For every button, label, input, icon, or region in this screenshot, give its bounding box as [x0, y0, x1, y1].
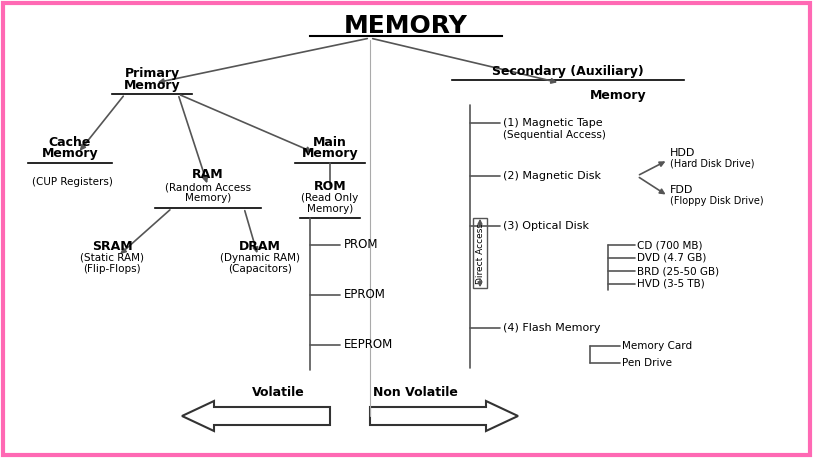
Text: EPROM: EPROM: [344, 289, 386, 301]
Text: (4) Flash Memory: (4) Flash Memory: [503, 323, 601, 333]
Text: DRAM: DRAM: [239, 240, 281, 252]
Text: Memory: Memory: [589, 89, 646, 103]
FancyArrow shape: [370, 401, 518, 431]
Text: Volatile: Volatile: [252, 386, 304, 398]
Text: Memory: Memory: [302, 147, 359, 160]
Text: MEMORY: MEMORY: [344, 14, 468, 38]
Text: Direct Access: Direct Access: [476, 223, 485, 284]
Text: Pen Drive: Pen Drive: [622, 358, 672, 368]
Text: Primary: Primary: [124, 66, 180, 80]
Text: Cache: Cache: [49, 136, 91, 148]
Text: DVD (4.7 GB): DVD (4.7 GB): [637, 253, 706, 263]
Text: (Floppy Disk Drive): (Floppy Disk Drive): [670, 196, 763, 206]
Text: Non Volatile: Non Volatile: [372, 386, 458, 398]
Text: Memory): Memory): [185, 193, 231, 203]
Text: BRD (25-50 GB): BRD (25-50 GB): [637, 266, 720, 276]
Text: HVD (3-5 TB): HVD (3-5 TB): [637, 279, 705, 289]
Text: (Capacitors): (Capacitors): [228, 264, 292, 274]
Text: Memory: Memory: [41, 147, 98, 160]
Text: ROM: ROM: [314, 180, 346, 192]
Text: SRAM: SRAM: [92, 240, 133, 252]
Text: CD (700 MB): CD (700 MB): [637, 240, 702, 250]
Text: (Flip-Flops): (Flip-Flops): [83, 264, 141, 274]
Text: (1) Magnetic Tape: (1) Magnetic Tape: [503, 118, 602, 128]
Text: (Static RAM): (Static RAM): [80, 253, 144, 263]
Text: (3) Optical Disk: (3) Optical Disk: [503, 221, 589, 231]
Text: FDD: FDD: [670, 185, 693, 195]
Text: (Hard Disk Drive): (Hard Disk Drive): [670, 159, 754, 169]
Text: Memory): Memory): [307, 204, 353, 214]
Text: (Read Only: (Read Only: [302, 193, 359, 203]
Text: Secondary (Auxiliary): Secondary (Auxiliary): [492, 65, 644, 77]
Text: (Dynamic RAM): (Dynamic RAM): [220, 253, 300, 263]
Text: (2) Magnetic Disk: (2) Magnetic Disk: [503, 171, 601, 181]
Text: HDD: HDD: [670, 148, 695, 158]
Text: (Random Access: (Random Access: [165, 182, 251, 192]
Text: (CUP Registers): (CUP Registers): [32, 177, 112, 187]
Text: Memory Card: Memory Card: [622, 341, 692, 351]
Text: EEPROM: EEPROM: [344, 338, 393, 351]
Text: Memory: Memory: [124, 78, 180, 92]
Text: (Sequential Access): (Sequential Access): [503, 130, 606, 140]
Text: PROM: PROM: [344, 239, 379, 251]
Text: RAM: RAM: [192, 169, 224, 181]
FancyArrow shape: [182, 401, 330, 431]
Text: Main: Main: [313, 136, 347, 148]
